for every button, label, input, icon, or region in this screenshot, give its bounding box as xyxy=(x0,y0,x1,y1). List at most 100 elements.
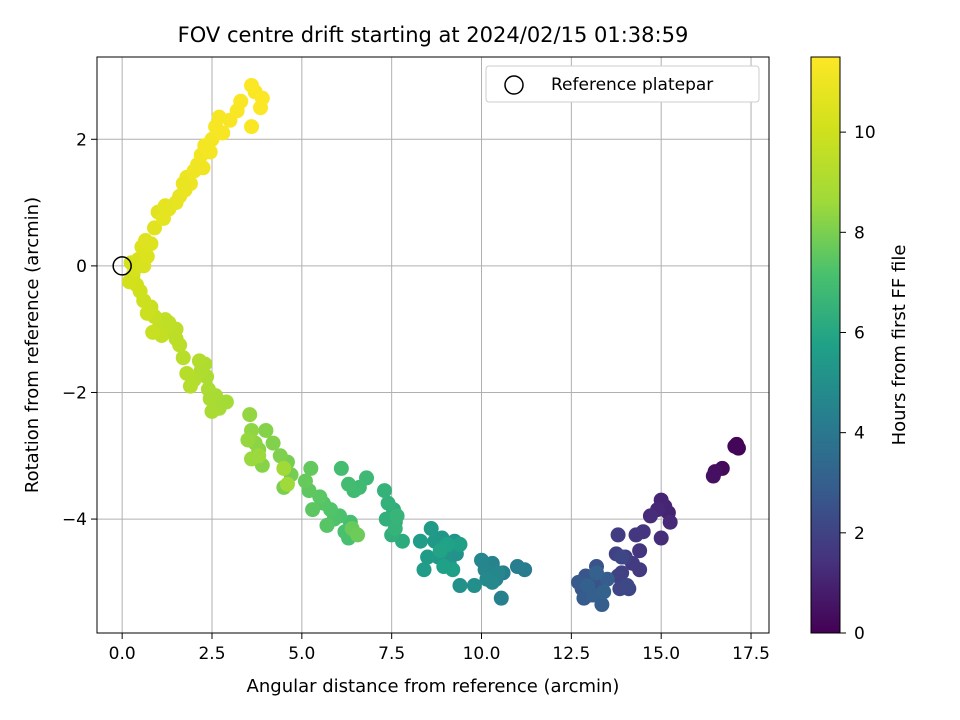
scatter-point xyxy=(380,495,396,511)
chart-title: FOV centre drift starting at 2024/02/15 … xyxy=(178,23,689,47)
scatter-point xyxy=(204,403,220,419)
scatter-point xyxy=(580,578,596,594)
x-tick-label: 2.5 xyxy=(198,644,225,664)
scatter-point xyxy=(276,460,292,476)
scatter-point xyxy=(479,571,495,587)
colorbar-ticks: 0 2 4 6 8 10 xyxy=(840,123,876,644)
colorbar-tick-label: 2 xyxy=(854,524,865,544)
scatter-point xyxy=(727,438,743,454)
scatter-point xyxy=(642,508,658,524)
scatter-point xyxy=(146,220,162,236)
scatter-point xyxy=(121,274,137,290)
colorbar-tick-label: 4 xyxy=(854,424,865,444)
scatter-point xyxy=(596,584,612,600)
scatter-point xyxy=(474,552,490,568)
scatter-point xyxy=(350,527,366,543)
scatter-point xyxy=(175,350,191,366)
y-tick-label: 2 xyxy=(76,130,87,150)
legend: Reference platepar xyxy=(485,65,760,103)
reference-platepar-marker xyxy=(112,256,132,276)
scatter-point xyxy=(653,530,669,546)
x-tick-label: 7.5 xyxy=(378,644,405,664)
plot-frame xyxy=(96,56,770,634)
scatter-point xyxy=(244,77,260,93)
x-tick-label: 12.5 xyxy=(552,644,590,664)
colorbar-label: Hours from first FF file xyxy=(889,245,910,446)
scatter-point xyxy=(610,527,626,543)
scatter-point xyxy=(432,543,448,559)
scatter-point xyxy=(215,125,231,141)
scatter-point xyxy=(195,160,211,176)
scatter-point xyxy=(139,305,155,321)
scatter-point xyxy=(179,365,195,381)
x-tick-label: 5.0 xyxy=(288,644,315,664)
scatter-point xyxy=(168,331,184,347)
scatter-point xyxy=(614,549,630,565)
scatter-point xyxy=(145,324,161,340)
scatter-point xyxy=(416,562,432,578)
y-tick-label: 0 xyxy=(76,257,87,277)
colorbar-tick-label: 6 xyxy=(854,323,865,343)
scatter-point xyxy=(303,460,319,476)
scatter-point xyxy=(452,578,468,594)
legend-marker-icon xyxy=(504,75,524,95)
scatter-point xyxy=(233,93,249,109)
colorbar-tick-label: 8 xyxy=(854,223,865,243)
scatter-point xyxy=(161,315,177,331)
scatter-points xyxy=(121,77,746,613)
x-axis-ticks: 0.0 2.5 5.0 7.5 10.0 12.5 15.0 17.5 xyxy=(109,633,770,664)
legend-box xyxy=(485,65,760,103)
scatter-point xyxy=(509,559,525,575)
x-tick-label: 17.5 xyxy=(732,644,770,664)
scatter-point xyxy=(705,468,721,484)
scatter-point xyxy=(242,407,258,423)
scatter-point xyxy=(175,176,191,192)
scatter-point xyxy=(272,448,288,464)
scatter-point xyxy=(632,543,648,559)
legend-label: Reference platepar xyxy=(551,75,713,95)
scatter-point xyxy=(305,502,321,518)
x-axis-label: Angular distance from reference (arcmin) xyxy=(247,676,620,697)
x-tick-label: 0.0 xyxy=(109,644,136,664)
scatter-point xyxy=(191,353,207,369)
scatter-point xyxy=(412,533,428,549)
y-axis-label: Rotation from reference (arcmin) xyxy=(22,197,43,493)
colorbar xyxy=(810,56,841,634)
scatter-point xyxy=(251,448,267,464)
scatter-point xyxy=(279,476,295,492)
scatter-point xyxy=(594,597,610,613)
x-tick-label: 15.0 xyxy=(642,644,680,664)
scatter-point xyxy=(466,578,482,594)
y-gridlines xyxy=(97,138,769,520)
scatter-point xyxy=(423,521,439,537)
scatter-point xyxy=(628,527,644,543)
y-axis-ticks: −4 −2 0 2 xyxy=(62,130,97,530)
scatter-point xyxy=(376,483,392,499)
scatter-point xyxy=(389,508,405,524)
scatter-point xyxy=(182,378,198,394)
scatter-point xyxy=(341,476,357,492)
y-tick-label: −2 xyxy=(62,383,87,403)
scatter-point xyxy=(420,549,436,565)
scatter-point xyxy=(452,536,468,552)
scatter-point xyxy=(319,517,335,533)
scatter-point xyxy=(297,473,313,489)
colorbar-tick-label: 0 xyxy=(854,624,865,644)
scatter-point xyxy=(662,514,678,530)
scatter-point xyxy=(265,435,281,451)
scatter-point xyxy=(493,590,509,606)
colorbar-tick-label: 10 xyxy=(854,123,876,143)
scatter-point xyxy=(240,432,256,448)
scatter-point xyxy=(258,422,274,438)
scatter-point xyxy=(244,119,260,135)
scatter-point xyxy=(387,521,403,537)
scatter-point xyxy=(157,198,173,214)
scatter-point xyxy=(589,565,605,581)
scatter-point xyxy=(202,391,218,407)
x-tick-label: 10.0 xyxy=(463,644,501,664)
scatter-point xyxy=(202,144,218,160)
scatter-point xyxy=(333,460,349,476)
scatter-point xyxy=(253,100,269,116)
y-tick-label: −4 xyxy=(62,510,87,530)
